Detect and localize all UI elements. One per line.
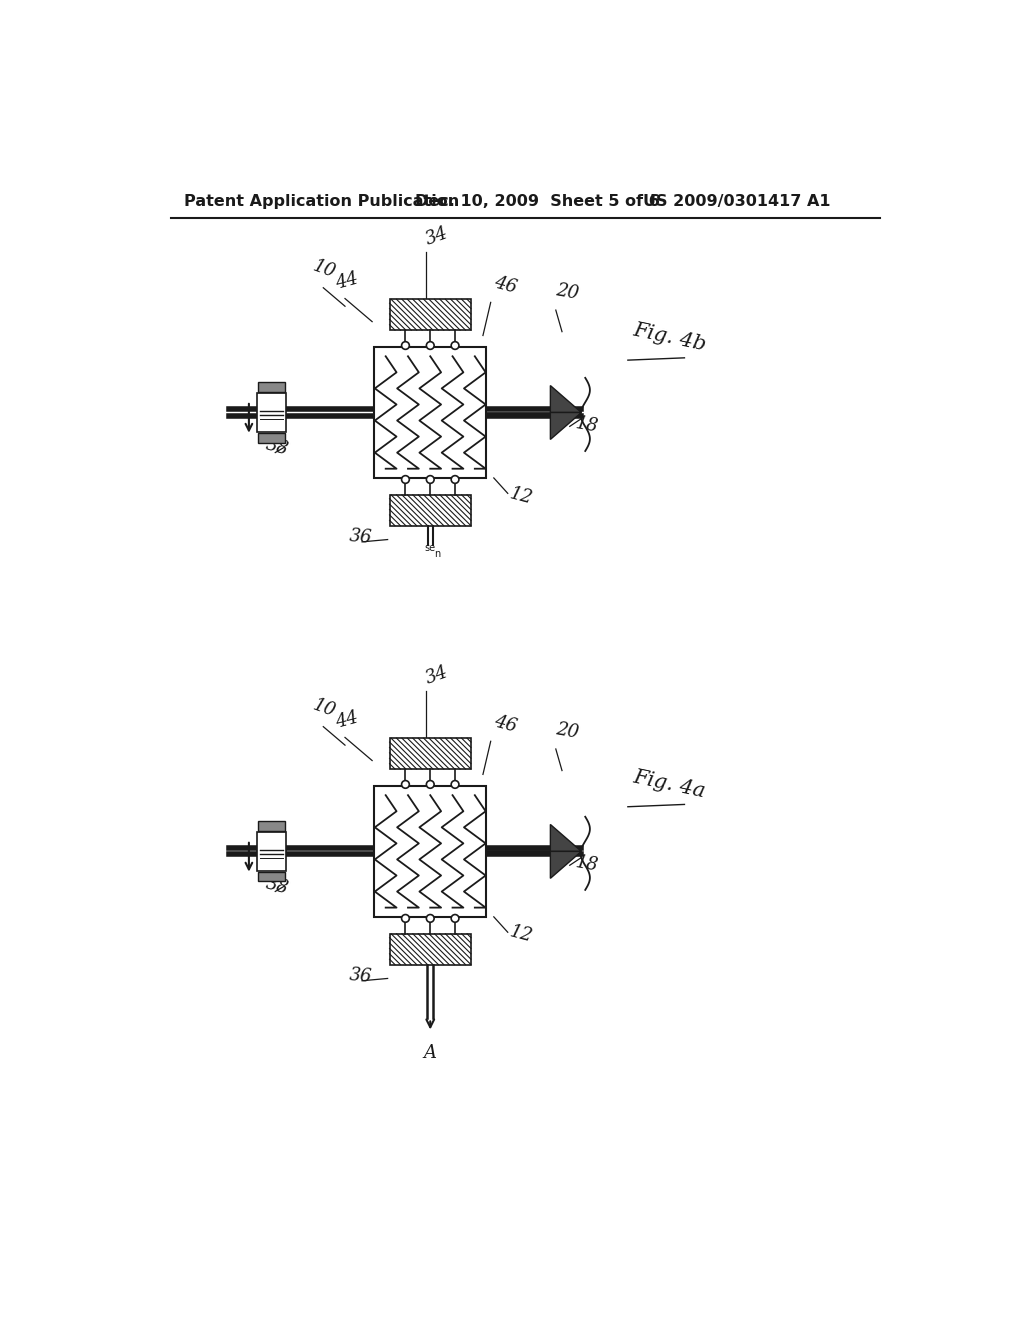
Circle shape (452, 342, 459, 350)
Bar (258, 433, 285, 442)
Text: 18: 18 (573, 414, 599, 436)
Text: 12: 12 (508, 923, 535, 946)
Bar (374, 347, 486, 478)
Text: 20: 20 (554, 281, 580, 302)
Text: 36: 36 (349, 528, 374, 548)
Bar (389, 738, 471, 770)
Circle shape (426, 475, 434, 483)
Polygon shape (550, 385, 582, 412)
Circle shape (452, 915, 459, 923)
Text: 44: 44 (334, 271, 360, 293)
Polygon shape (550, 825, 582, 851)
Text: 34: 34 (423, 224, 451, 248)
Text: n: n (434, 549, 440, 560)
Circle shape (426, 915, 434, 923)
Text: 12: 12 (508, 484, 535, 507)
Text: 36: 36 (349, 966, 374, 986)
Text: Dec. 10, 2009  Sheet 5 of 6: Dec. 10, 2009 Sheet 5 of 6 (415, 194, 659, 209)
Text: 38: 38 (263, 874, 291, 898)
Circle shape (426, 780, 434, 788)
Circle shape (426, 342, 434, 350)
Circle shape (401, 475, 410, 483)
Text: 38: 38 (263, 436, 291, 459)
Bar (257, 832, 286, 871)
Text: Fig. 4b: Fig. 4b (632, 321, 709, 355)
Bar (389, 300, 471, 330)
Text: se: se (424, 543, 435, 553)
Text: 34: 34 (423, 663, 451, 688)
Circle shape (452, 780, 459, 788)
Bar (258, 383, 285, 392)
Bar (258, 873, 285, 882)
Bar (374, 785, 486, 917)
Circle shape (452, 475, 459, 483)
Text: 46: 46 (493, 273, 519, 297)
Circle shape (401, 915, 410, 923)
Polygon shape (550, 851, 582, 878)
Text: US 2009/0301417 A1: US 2009/0301417 A1 (643, 194, 830, 209)
Text: 46: 46 (493, 713, 519, 737)
Text: Patent Application Publication: Patent Application Publication (183, 194, 459, 209)
Text: 18: 18 (573, 853, 599, 875)
Text: 44: 44 (334, 709, 360, 733)
Text: 10: 10 (310, 696, 338, 721)
Text: 20: 20 (554, 719, 580, 742)
Bar (258, 821, 285, 830)
Circle shape (401, 780, 410, 788)
Text: 10: 10 (310, 257, 338, 281)
Bar (389, 495, 471, 525)
Polygon shape (550, 412, 582, 440)
Text: Fig. 4a: Fig. 4a (632, 768, 708, 801)
Text: A: A (424, 1044, 437, 1061)
Bar (257, 393, 286, 432)
Bar (389, 933, 471, 965)
Circle shape (401, 342, 410, 350)
